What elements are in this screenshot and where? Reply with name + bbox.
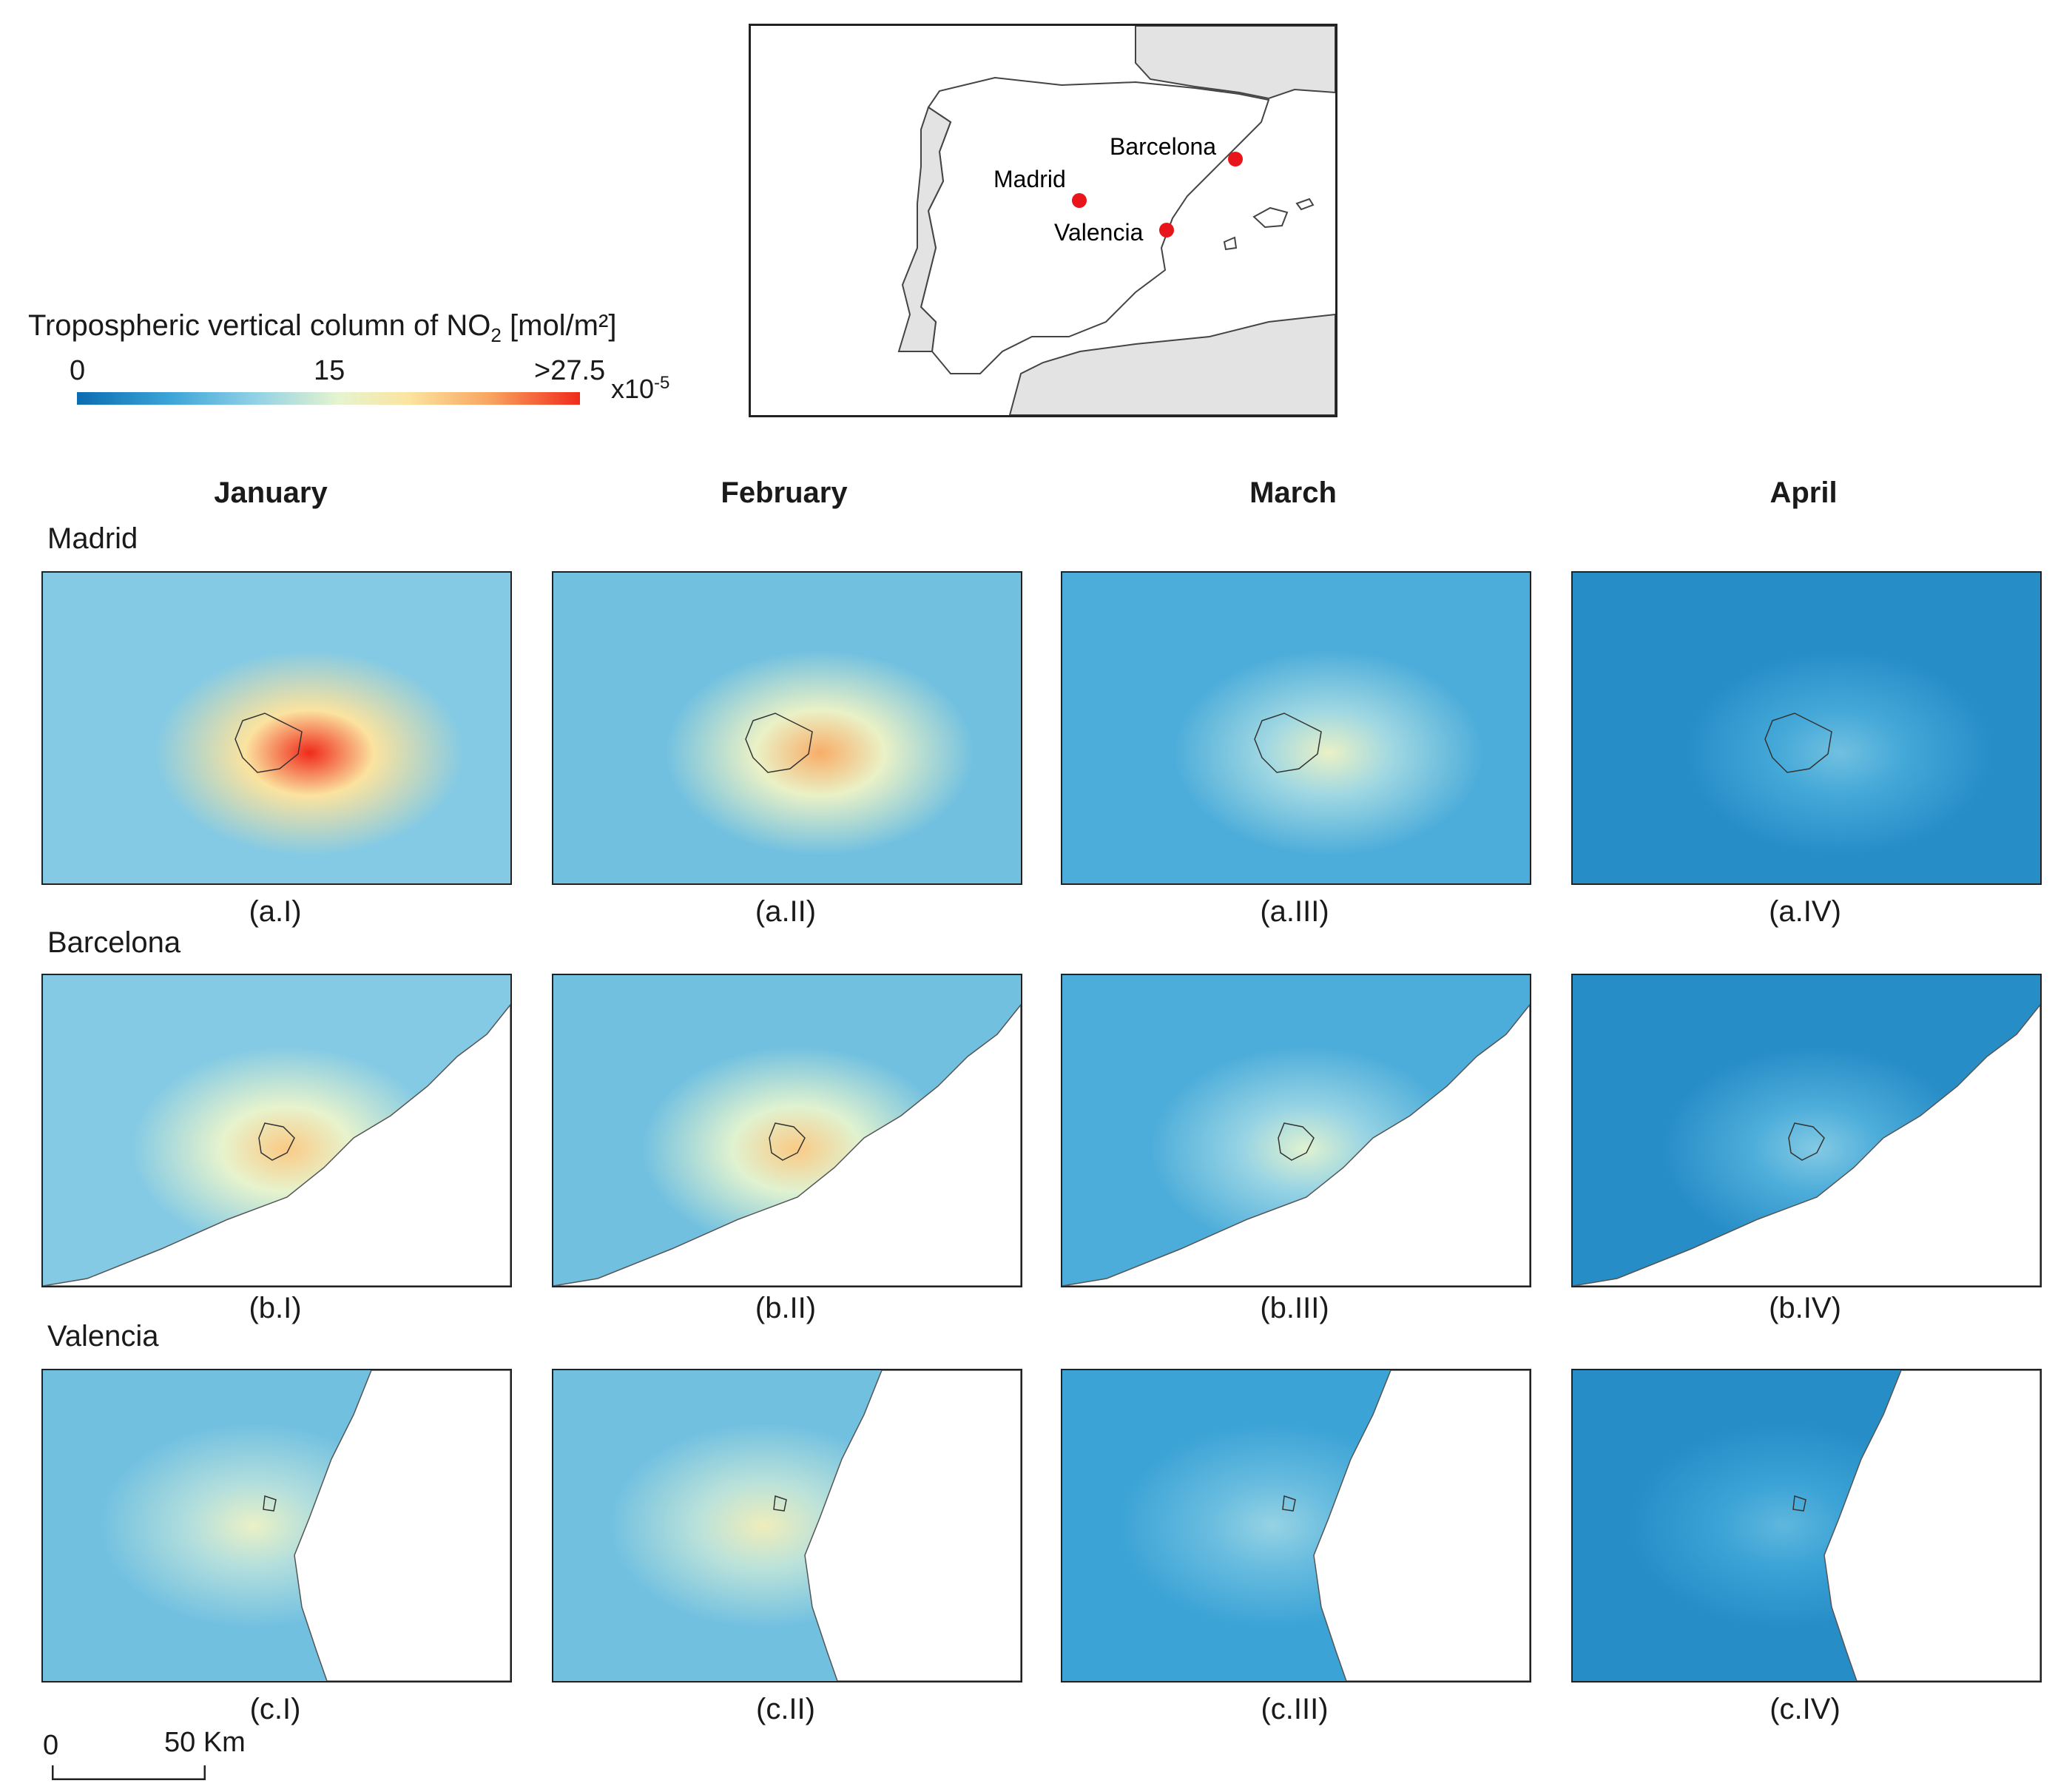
no2-field [1573, 573, 2040, 883]
urban-outline [769, 1122, 806, 1161]
row-label-valencia: Valencia [47, 1320, 159, 1353]
panel-label-barcelona-february: (b.II) [755, 1292, 817, 1324]
no2-map [1573, 573, 2040, 883]
no2-map [1573, 975, 2040, 1286]
urban-outline [745, 713, 813, 773]
madrid-marker [1072, 193, 1087, 208]
no2-map [43, 1370, 510, 1681]
urban-outline [235, 713, 303, 773]
panel-madrid-january [41, 571, 512, 885]
no2-map [43, 975, 510, 1286]
iberia-map: Barcelona Madrid Valencia [897, 26, 1335, 415]
sea-mask [1062, 1003, 1530, 1286]
column-header-february: February [721, 476, 848, 509]
panel-label-valencia-march: (c.III) [1261, 1693, 1329, 1725]
portugal-land [897, 106, 952, 352]
row-label-barcelona: Barcelona [47, 926, 181, 959]
panel-barcelona-january [41, 974, 512, 1287]
no2-map [1062, 1370, 1530, 1681]
no2-map [1573, 1370, 2040, 1681]
column-header-january: January [214, 476, 328, 509]
column-header-march: March [1249, 476, 1337, 509]
panel-label-barcelona-january: (b.I) [249, 1292, 302, 1324]
legend-multiplier: x10-5 [611, 373, 670, 404]
no2-map [553, 1370, 1021, 1681]
panel-label-madrid-march: (a.III) [1260, 895, 1329, 928]
panel-label-barcelona-april: (b.IV) [1769, 1292, 1841, 1324]
no2-map [43, 573, 510, 883]
urban-outline [773, 1495, 787, 1512]
sea-mask [553, 1003, 1021, 1286]
legend-tick-max: >27.5 [534, 355, 606, 386]
menorca-island [1295, 198, 1315, 211]
column-header-april: April [1769, 476, 1838, 509]
legend-title: Tropospheric vertical column of NO2 [mol… [28, 309, 617, 346]
no2-field [43, 573, 510, 883]
inset-map: Barcelona Madrid Valencia [749, 24, 1337, 417]
sea-mask [294, 1370, 510, 1681]
row-label-madrid: Madrid [47, 522, 138, 555]
sea-mask [43, 1003, 510, 1286]
panel-barcelona-february [552, 974, 1022, 1287]
urban-outline [1792, 1495, 1806, 1512]
no2-field [1062, 573, 1530, 883]
panel-barcelona-april [1571, 974, 2042, 1287]
no2-map [1062, 975, 1530, 1286]
barcelona-marker [1228, 152, 1243, 166]
panel-madrid-april [1571, 571, 2042, 885]
panel-valencia-march [1061, 1369, 1531, 1682]
colorbar [77, 392, 580, 405]
urban-outline [258, 1122, 295, 1161]
mallorca-island [1252, 206, 1289, 229]
panel-barcelona-march [1061, 974, 1531, 1287]
sea-mask [1313, 1370, 1530, 1681]
scale-bar [52, 1765, 206, 1780]
panel-valencia-april [1571, 1369, 2042, 1682]
sea-mask [1823, 1370, 2040, 1681]
sea-mask [804, 1370, 1021, 1681]
scale-bar-end: 50 Km [164, 1727, 246, 1758]
urban-outline [1764, 713, 1832, 773]
urban-outline [263, 1495, 277, 1512]
sea-mask [1573, 1003, 2040, 1286]
urban-outline [1254, 713, 1322, 773]
panel-madrid-march [1061, 571, 1531, 885]
panel-madrid-february [552, 571, 1022, 885]
panel-label-madrid-january: (a.I) [249, 895, 302, 928]
urban-outline [1788, 1122, 1825, 1161]
africa-land [1008, 313, 1335, 415]
panel-label-valencia-january: (c.I) [249, 1693, 301, 1725]
madrid-label: Madrid [993, 166, 1066, 192]
panel-valencia-february [552, 1369, 1022, 1682]
panel-label-madrid-april: (a.IV) [1769, 895, 1841, 928]
no2-map [553, 975, 1021, 1286]
no2-map [553, 573, 1021, 883]
panel-label-madrid-february: (a.II) [755, 895, 817, 928]
valencia-marker [1159, 223, 1174, 238]
no2-map [1062, 573, 1530, 883]
panel-label-barcelona-march: (b.III) [1260, 1292, 1329, 1324]
no2-field [553, 573, 1021, 883]
france-land [1135, 26, 1335, 100]
legend-tick-mid: 15 [314, 355, 345, 386]
valencia-label: Valencia [1054, 219, 1144, 246]
scale-bar-start: 0 [43, 1730, 59, 1761]
panel-label-valencia-february: (c.II) [756, 1693, 815, 1725]
panel-label-valencia-april: (c.IV) [1769, 1693, 1841, 1725]
panel-valencia-january [41, 1369, 512, 1682]
urban-outline [1282, 1495, 1296, 1512]
barcelona-label: Barcelona [1110, 133, 1216, 160]
legend-tick-min: 0 [70, 355, 86, 386]
urban-outline [1278, 1122, 1315, 1161]
ibiza-island [1223, 236, 1238, 251]
